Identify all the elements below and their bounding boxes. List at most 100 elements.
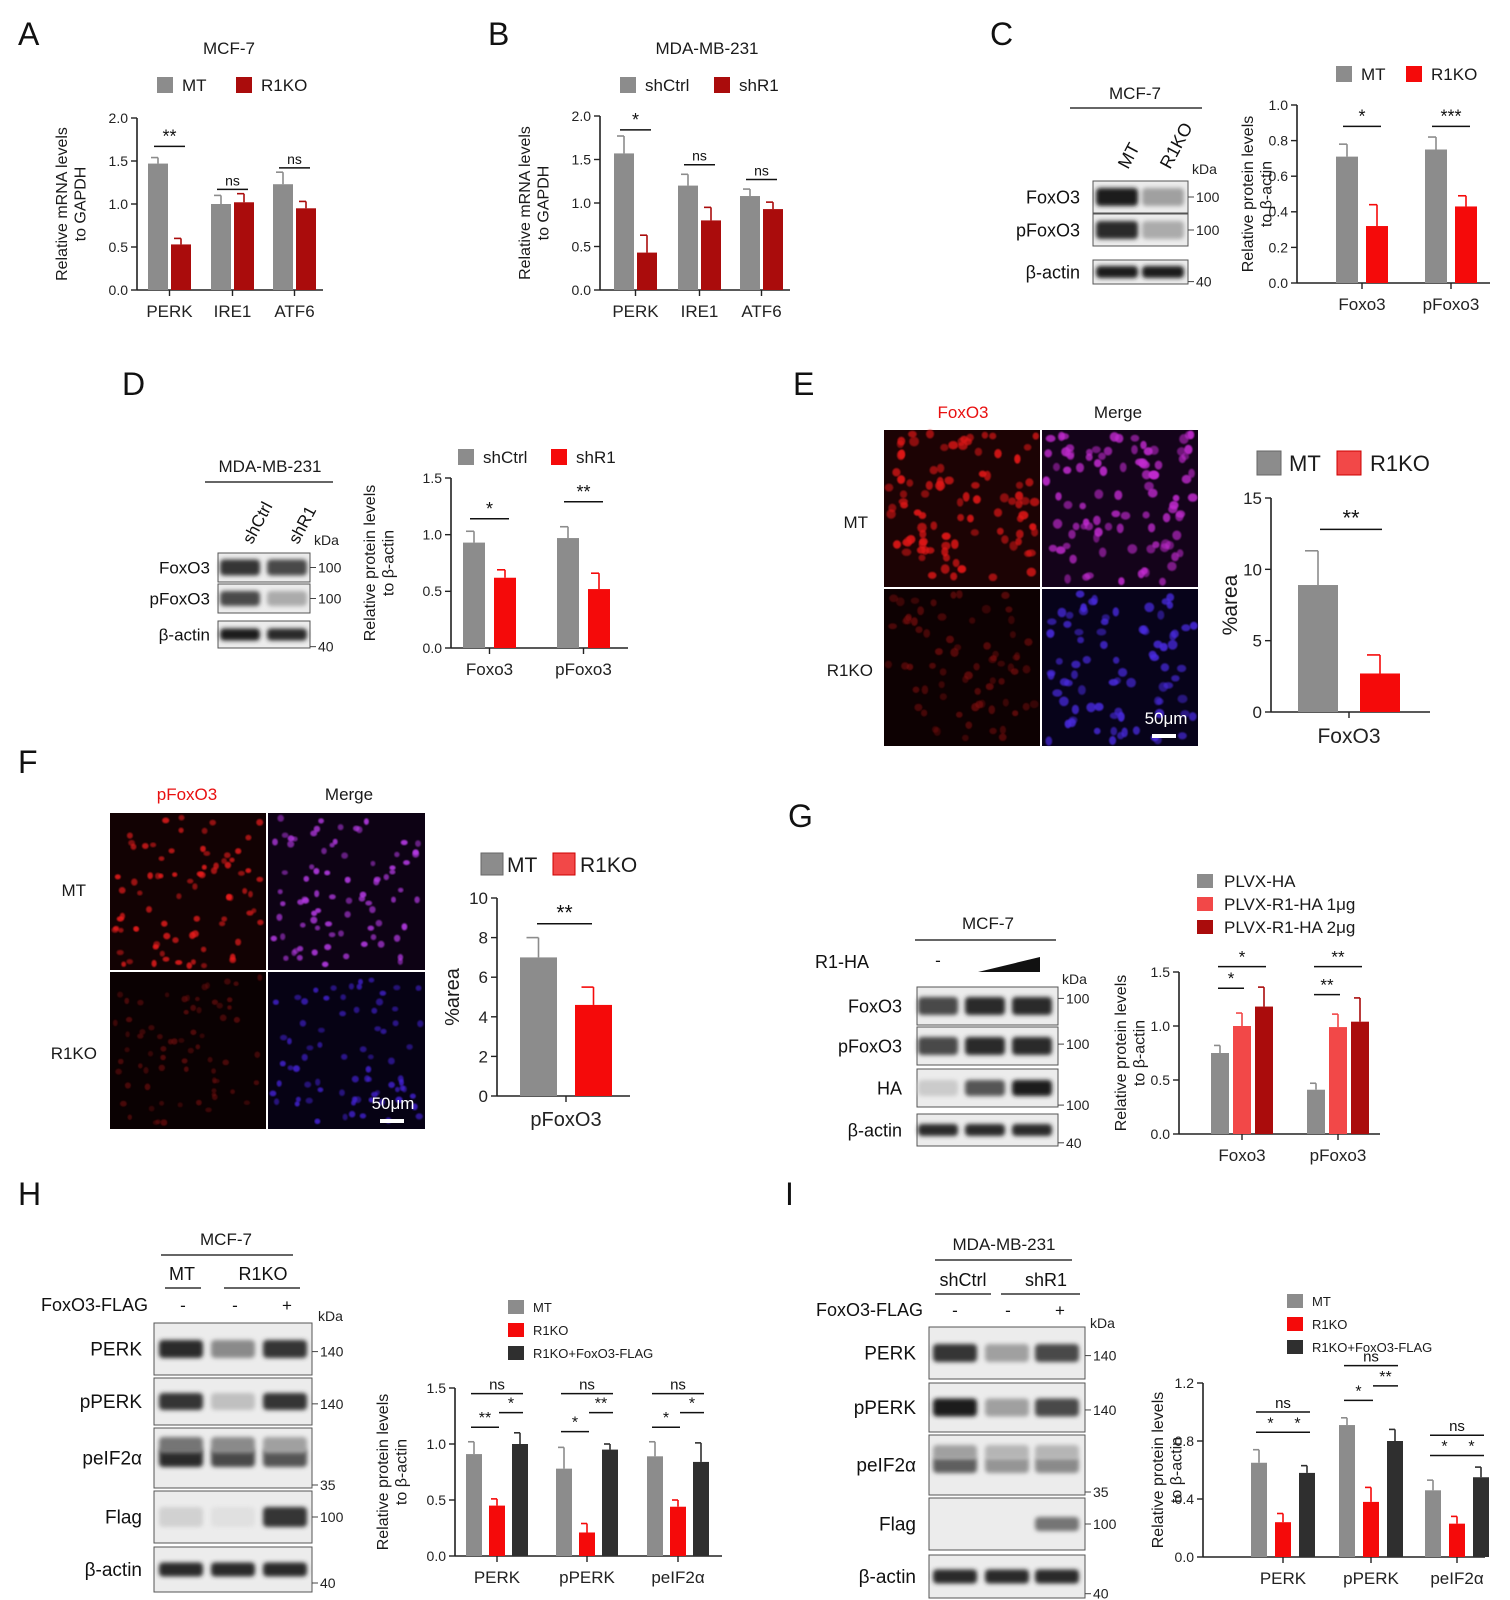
- cell-nucleus: [985, 683, 994, 691]
- cell-nucleus: [914, 703, 923, 712]
- group-label: R1KO: [238, 1264, 287, 1284]
- cell-nucleus: [944, 476, 954, 485]
- cell-nucleus: [1080, 523, 1088, 530]
- cell-nucleus: [162, 956, 170, 962]
- cell-nucleus: [1154, 460, 1163, 470]
- cell-nucleus: [257, 974, 263, 981]
- cell-nucleus: [956, 711, 963, 718]
- y-axis-label: to GAPDH: [72, 167, 89, 242]
- panel-i-title: MDA-MB-231: [953, 1235, 1056, 1254]
- y-axis-label: Relative protein levels: [1150, 1392, 1167, 1549]
- cell-nucleus: [998, 733, 1007, 741]
- bar-d: [588, 589, 610, 648]
- treatment-sign: +: [1055, 1301, 1065, 1320]
- significance-label: *: [508, 1396, 514, 1413]
- cell-nucleus: [1055, 658, 1063, 665]
- cell-nucleus: [1071, 704, 1079, 715]
- cell-nucleus: [1139, 461, 1150, 469]
- cell-nucleus: [379, 990, 387, 996]
- cell-nucleus: [1026, 567, 1037, 577]
- cell-nucleus: [253, 1080, 260, 1086]
- blot-band: [1035, 1569, 1079, 1584]
- cell-nucleus: [339, 1089, 345, 1096]
- cell-nucleus: [339, 1010, 346, 1017]
- cell-nucleus: [913, 509, 922, 516]
- cell-nucleus: [1169, 631, 1177, 641]
- cell-nucleus: [1029, 523, 1037, 531]
- significance-label: *: [572, 1415, 578, 1432]
- cell-nucleus: [295, 1096, 301, 1103]
- cell-nucleus: [323, 995, 330, 1001]
- cell-nucleus: [193, 915, 200, 922]
- y-tick-label: 0.8: [1269, 133, 1289, 149]
- cell-nucleus: [1167, 640, 1178, 650]
- cell-nucleus: [248, 890, 253, 898]
- y-tick-label: 2: [479, 1047, 488, 1066]
- cell-nucleus: [1045, 736, 1053, 746]
- y-tick-label: 0.0: [427, 1548, 447, 1564]
- cell-nucleus: [909, 436, 919, 447]
- cell-nucleus: [116, 949, 124, 956]
- y-tick-label: 0.6: [1269, 168, 1289, 184]
- blot-band: [918, 1124, 958, 1136]
- cell-nucleus: [397, 954, 404, 961]
- kda-marker: 40: [1066, 1135, 1082, 1151]
- cell-nucleus: [187, 1047, 194, 1054]
- cell-nucleus: [138, 1063, 143, 1069]
- legend-swatch: [157, 77, 173, 93]
- cell-nucleus: [363, 818, 369, 825]
- cell-nucleus: [238, 870, 245, 876]
- y-tick-label: 0.0: [1151, 1126, 1171, 1142]
- cell-nucleus: [127, 1114, 132, 1120]
- cell-nucleus: [1152, 541, 1160, 549]
- cell-nucleus: [131, 878, 138, 886]
- cell-nucleus: [126, 959, 133, 965]
- cell-nucleus: [389, 865, 396, 871]
- cell-nucleus: [199, 1033, 205, 1039]
- cell-nucleus: [1101, 614, 1110, 622]
- cell-nucleus: [183, 1009, 189, 1015]
- blot-band: [1012, 1037, 1052, 1055]
- cell-nucleus: [359, 1046, 367, 1053]
- y-tick-label: 10: [469, 889, 488, 908]
- cell-nucleus: [1116, 523, 1124, 534]
- significance-label: ns: [489, 1377, 505, 1394]
- cell-nucleus: [988, 573, 998, 582]
- cell-nucleus: [118, 1058, 124, 1065]
- cell-nucleus: [358, 978, 363, 985]
- cell-nucleus: [1103, 446, 1113, 456]
- blot-band: [211, 1393, 255, 1410]
- cell-nucleus: [1016, 515, 1024, 523]
- cell-nucleus: [940, 564, 950, 574]
- cell-nucleus: [1029, 497, 1040, 507]
- cell-nucleus: [897, 475, 906, 484]
- cell-nucleus: [139, 1029, 146, 1035]
- x-tick-label: pPERK: [1343, 1569, 1399, 1588]
- bar-h: [556, 1468, 572, 1556]
- cell-nucleus: [989, 432, 997, 440]
- cell-nucleus: [395, 1096, 403, 1104]
- bar-e: [1360, 673, 1400, 712]
- significance-label: **: [556, 902, 572, 925]
- bar-b: [614, 153, 634, 290]
- cell-nucleus: [1111, 510, 1121, 518]
- y-tick-label: 5: [1253, 632, 1262, 651]
- cell-nucleus: [224, 852, 231, 859]
- cell-nucleus: [370, 934, 377, 941]
- cell-nucleus: [1148, 650, 1157, 659]
- blot-band: [965, 1124, 1005, 1136]
- cell-nucleus: [1120, 511, 1131, 520]
- legend-swatch: [620, 77, 636, 93]
- cell-nucleus: [161, 920, 168, 927]
- cell-nucleus: [216, 1002, 223, 1009]
- significance-label: **: [1379, 1369, 1391, 1386]
- blot-band: [263, 1507, 307, 1527]
- blot-band: [1142, 221, 1184, 239]
- cell-nucleus: [160, 1054, 166, 1061]
- cell-nucleus: [994, 449, 1002, 459]
- legend-swatch: [1287, 1317, 1303, 1331]
- blot-band: [211, 1437, 255, 1454]
- legend-label: shCtrl: [483, 448, 527, 467]
- cell-nucleus: [256, 876, 264, 883]
- cell-nucleus: [973, 495, 981, 504]
